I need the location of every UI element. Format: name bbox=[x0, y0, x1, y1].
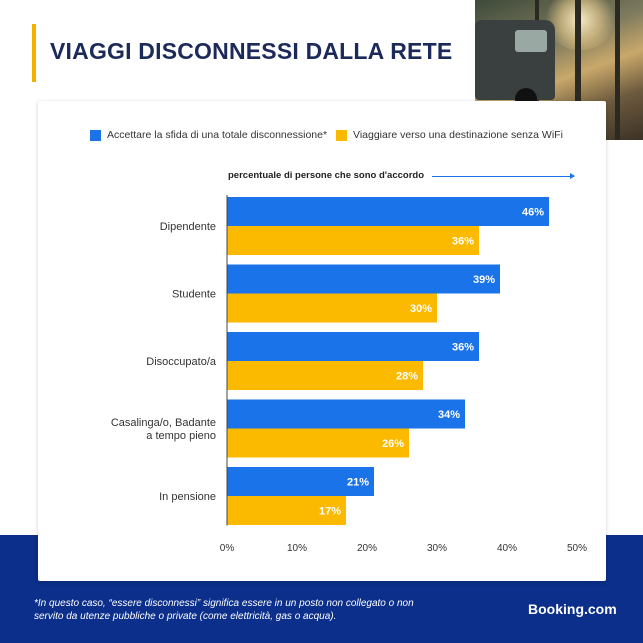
x-tick-label: 20% bbox=[357, 543, 377, 554]
category-label: In pensione bbox=[159, 491, 216, 503]
bar bbox=[227, 496, 346, 525]
photo-tree bbox=[615, 0, 620, 140]
legend-item-series-b: Viaggiare verso una destinazione senza W… bbox=[336, 127, 563, 143]
legend-swatch-yellow bbox=[336, 129, 347, 141]
x-tick-label: 30% bbox=[427, 543, 447, 554]
header-photo bbox=[475, 0, 643, 140]
bar-value-label: 36% bbox=[452, 236, 474, 248]
bar-value-label: 28% bbox=[396, 371, 418, 383]
category-label: Studente bbox=[172, 289, 216, 301]
bar bbox=[227, 264, 500, 294]
bar-value-label: 30% bbox=[410, 303, 432, 315]
legend-swatch-blue bbox=[90, 129, 101, 141]
x-tick-label: 0% bbox=[220, 543, 235, 554]
bar bbox=[227, 332, 479, 361]
photo-camper-van bbox=[475, 20, 555, 110]
category-label: a tempo pieno bbox=[146, 430, 216, 442]
category-label: Disoccupato/a bbox=[146, 356, 217, 368]
bar-value-label: 46% bbox=[522, 207, 544, 219]
page-title: VIAGGI DISCONNESSI DALLA RETE bbox=[50, 38, 453, 64]
bar-value-label: 17% bbox=[319, 506, 341, 518]
bar bbox=[227, 197, 549, 226]
bar bbox=[227, 399, 465, 429]
legend-label: Accettare la sfida di una totale disconn… bbox=[107, 129, 328, 141]
bar bbox=[227, 293, 437, 323]
x-tick-label: 10% bbox=[287, 543, 307, 554]
bar bbox=[227, 467, 374, 496]
title-accent-bar bbox=[32, 24, 36, 82]
bar bbox=[227, 428, 409, 458]
bar-value-label: 36% bbox=[452, 342, 474, 354]
axis-label: percentuale di persone che sono d'accord… bbox=[228, 170, 425, 181]
bar-value-label: 21% bbox=[347, 477, 369, 489]
legend-label: Viaggiare verso una destinazione senza W… bbox=[353, 129, 563, 141]
brand-logo: Booking.com bbox=[528, 601, 617, 617]
x-tick-label: 40% bbox=[497, 543, 517, 554]
bar-value-label: 34% bbox=[438, 409, 460, 421]
x-tick-label: 50% bbox=[567, 543, 587, 554]
legend-item-series-a: Accettare la sfida di una totale disconn… bbox=[90, 127, 327, 143]
axis-direction-arrow-icon bbox=[432, 173, 575, 179]
bar bbox=[227, 361, 423, 390]
footnote: *In questo caso, “essere disconnessi” si… bbox=[34, 598, 414, 622]
bar-value-label: 39% bbox=[473, 274, 495, 286]
bar-value-label: 26% bbox=[382, 438, 404, 450]
photo-tree bbox=[575, 0, 581, 140]
bar bbox=[227, 226, 479, 255]
category-label: Casalinga/o, Badante bbox=[111, 417, 216, 429]
category-label: Dipendente bbox=[160, 221, 216, 233]
photo-van-window bbox=[515, 30, 547, 52]
